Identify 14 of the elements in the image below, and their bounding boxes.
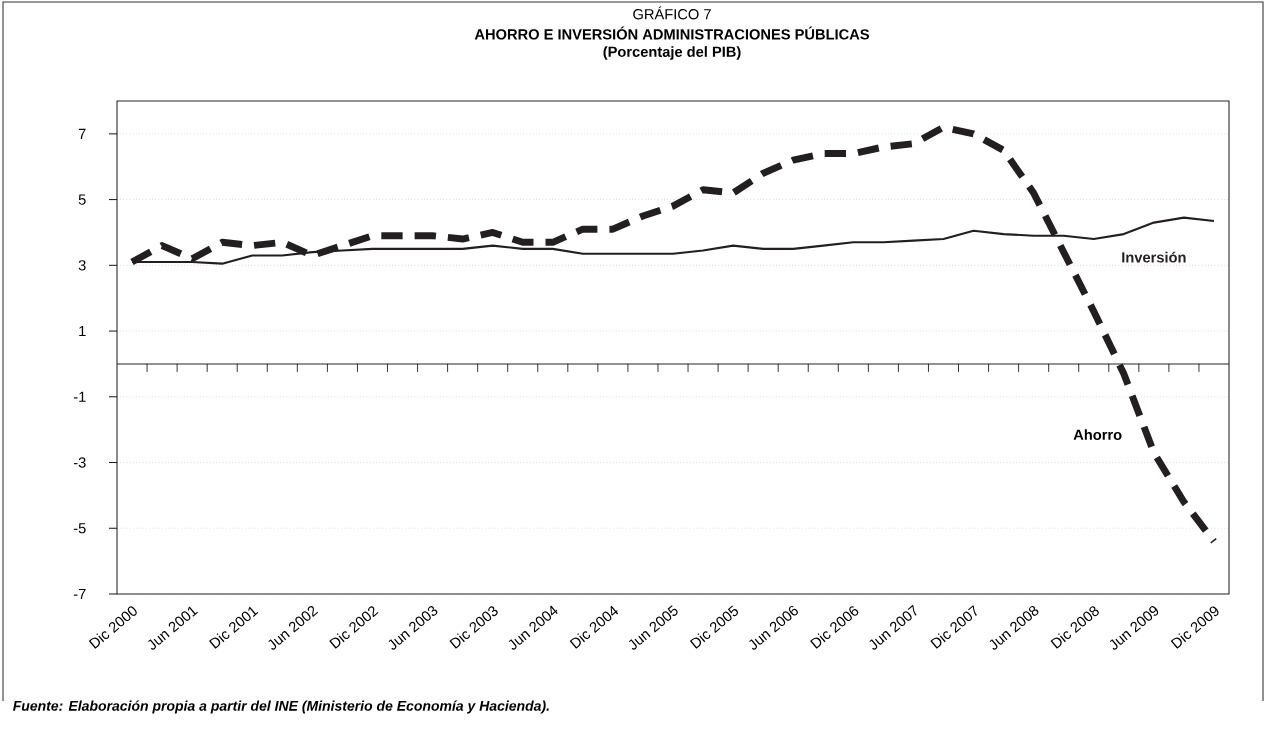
y-tick-label: -7 (73, 588, 86, 600)
series-label: Ahorro (1073, 429, 1122, 440)
y-tick-label: 5 (78, 194, 86, 205)
y-tick-label: -5 (73, 523, 86, 534)
source-note: Fuente: Elaboración propia a partir del INE (Ministerio de Economía y Hacienda). (12, 700, 549, 714)
y-tick-label: 7 (78, 128, 86, 139)
series-label: Inversión (1122, 251, 1186, 263)
chart-subtitle: (Porcentaje del PIB) (603, 46, 741, 60)
y-tick-label: -1 (73, 391, 86, 402)
y-tick-label: 3 (78, 260, 86, 271)
y-tick-label: 1 (79, 326, 86, 337)
y-tick-label: -3 (73, 457, 86, 468)
text: GRÁFICO 7 (633, 6, 711, 20)
chart-title: AHORRO E INVERSIÓN ADMINISTRACIONES PÚBLICAS (474, 26, 870, 40)
